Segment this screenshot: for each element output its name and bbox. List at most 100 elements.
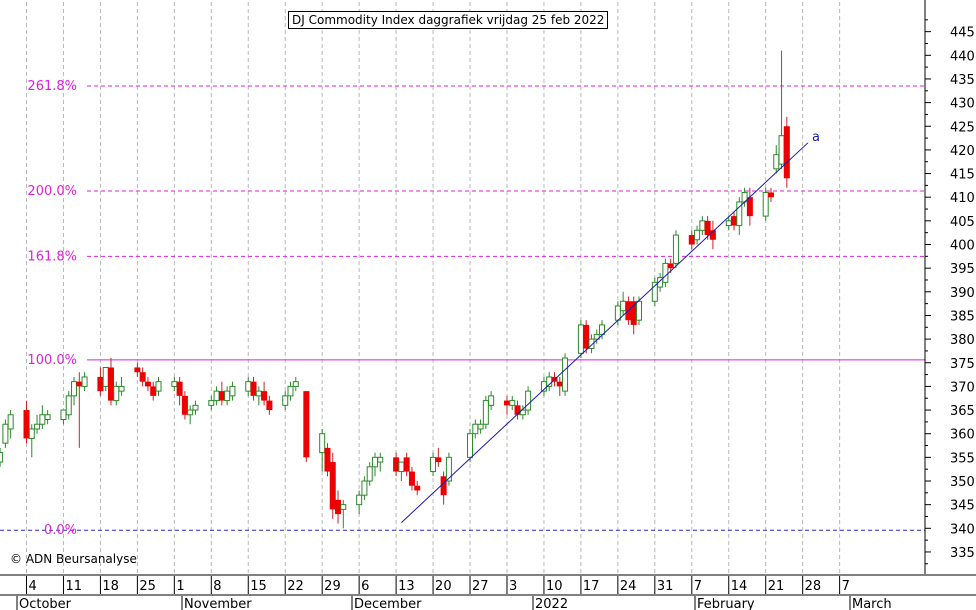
candle-body-up <box>34 423 41 430</box>
candle-body-down <box>176 381 183 396</box>
x-month-label: October <box>19 597 72 610</box>
candle-body-up <box>208 400 215 406</box>
x-day-tick-label: 28 <box>805 579 822 594</box>
x-day-tick-label: 4 <box>29 579 37 594</box>
x-day-tick-label: 3 <box>509 579 517 594</box>
x-day-tick-label: 17 <box>583 579 600 594</box>
fibonacci-levels: 261.8% 200.0% 161.8% 100.0% 0.0% <box>0 79 925 538</box>
candle-body-up <box>255 390 262 397</box>
x-month-label: November <box>184 597 252 610</box>
y-tick-label: 405 <box>950 215 975 230</box>
candle-body-up <box>44 414 51 421</box>
y-tick-label: 400 <box>950 239 975 254</box>
candle-body-up <box>155 381 162 392</box>
y-tick-label: 355 <box>950 451 975 466</box>
y-tick-label: 365 <box>950 404 975 419</box>
x-day-tick-label: 20 <box>435 579 452 594</box>
y-tick-label: 410 <box>950 191 975 206</box>
candle-body-up <box>519 409 526 416</box>
candle-body-down <box>23 410 30 439</box>
candle-body-up <box>192 404 199 411</box>
candle-body-up <box>398 461 405 473</box>
candle-body-up <box>213 390 220 402</box>
candle-body-down <box>408 471 415 486</box>
candle-body-up <box>562 357 569 392</box>
x-day-tick-label: 22 <box>287 579 304 594</box>
candle-body-up <box>2 423 9 444</box>
y-tick-label: 350 <box>950 475 975 490</box>
candle-body-up <box>340 504 347 510</box>
y-tick-label: 395 <box>950 262 975 277</box>
candle-body-down <box>134 367 141 373</box>
candle-body-up <box>187 409 194 416</box>
candle-body-up <box>7 414 14 430</box>
candle-body-up <box>725 220 732 227</box>
candle-body-up <box>472 423 479 435</box>
y-tick-label: 390 <box>950 286 975 301</box>
candle-body-down <box>181 395 188 415</box>
x-day-tick-label: 24 <box>620 579 637 594</box>
candle-body-up <box>71 381 78 397</box>
candle-body-up <box>651 281 658 302</box>
x-day-tick-label: 15 <box>250 579 267 594</box>
candle-body-up <box>467 433 474 458</box>
candle-body-down <box>704 220 711 236</box>
vertical-grid <box>26 2 841 574</box>
candle-body-down <box>688 235 695 245</box>
x-day-tick-label: 10 <box>546 579 563 594</box>
candle-body-up <box>102 366 109 387</box>
candle-body-down <box>583 324 590 349</box>
candle-body-down <box>218 391 225 401</box>
candle-body-down <box>76 381 83 387</box>
x-month-label: December <box>354 597 422 610</box>
x-day-tick-label: 1 <box>176 579 184 594</box>
candle-body-down <box>144 381 151 387</box>
x-month-label: March <box>852 597 892 610</box>
chart-title: DJ Commodity Index daggrafiek vrijdag 25… <box>288 11 609 29</box>
y-tick-label: 425 <box>950 120 975 135</box>
y-tick-label: 435 <box>950 73 975 88</box>
y-tick-label: 385 <box>950 309 975 324</box>
candle-body-up <box>0 452 4 463</box>
candle-body-up <box>525 390 532 411</box>
candle-body-down <box>335 499 342 515</box>
candle-body-down <box>709 230 716 240</box>
candle-body-up <box>319 433 326 454</box>
candle-body-down <box>731 216 738 226</box>
candle-body-down <box>435 457 442 463</box>
x-day-tick-label: 21 <box>768 579 785 594</box>
candle-body-down <box>630 301 637 325</box>
x-day-tick-label: 8 <box>213 579 221 594</box>
candle-body-down <box>329 462 336 510</box>
candle-body-up <box>635 300 642 321</box>
candle-body-down <box>266 400 273 411</box>
x-day-tick-label: 31 <box>657 579 674 594</box>
candle-body-down <box>324 447 331 472</box>
candle-body-up <box>672 234 679 264</box>
candle-body-up <box>118 385 125 392</box>
y-tick-label: 415 <box>950 168 975 183</box>
y-tick-label: 430 <box>950 97 975 112</box>
candle-body-down <box>97 376 104 392</box>
y-tick-label: 445 <box>950 26 975 41</box>
candle-body-up <box>482 400 489 425</box>
candle-body-down <box>150 386 157 396</box>
candle-body-up <box>245 381 252 392</box>
y-tick-label: 380 <box>950 333 975 348</box>
candle-body-up <box>113 385 120 402</box>
candle-body-down <box>783 126 790 179</box>
candle-body-down <box>107 367 114 401</box>
y-tick-label: 375 <box>950 357 975 372</box>
candle-body-down <box>414 485 421 491</box>
candle-body-up <box>445 456 452 482</box>
candle-body-down <box>303 391 310 458</box>
candle-body-up <box>39 414 46 425</box>
candle-body-up <box>229 385 236 397</box>
candle-body-up <box>694 229 701 241</box>
candle-body-up <box>60 409 67 421</box>
x-day-tick-label: 14 <box>731 579 748 594</box>
candle-body-up <box>292 381 299 387</box>
candle-body-up <box>577 324 584 354</box>
y-tick-label: 370 <box>950 380 975 395</box>
